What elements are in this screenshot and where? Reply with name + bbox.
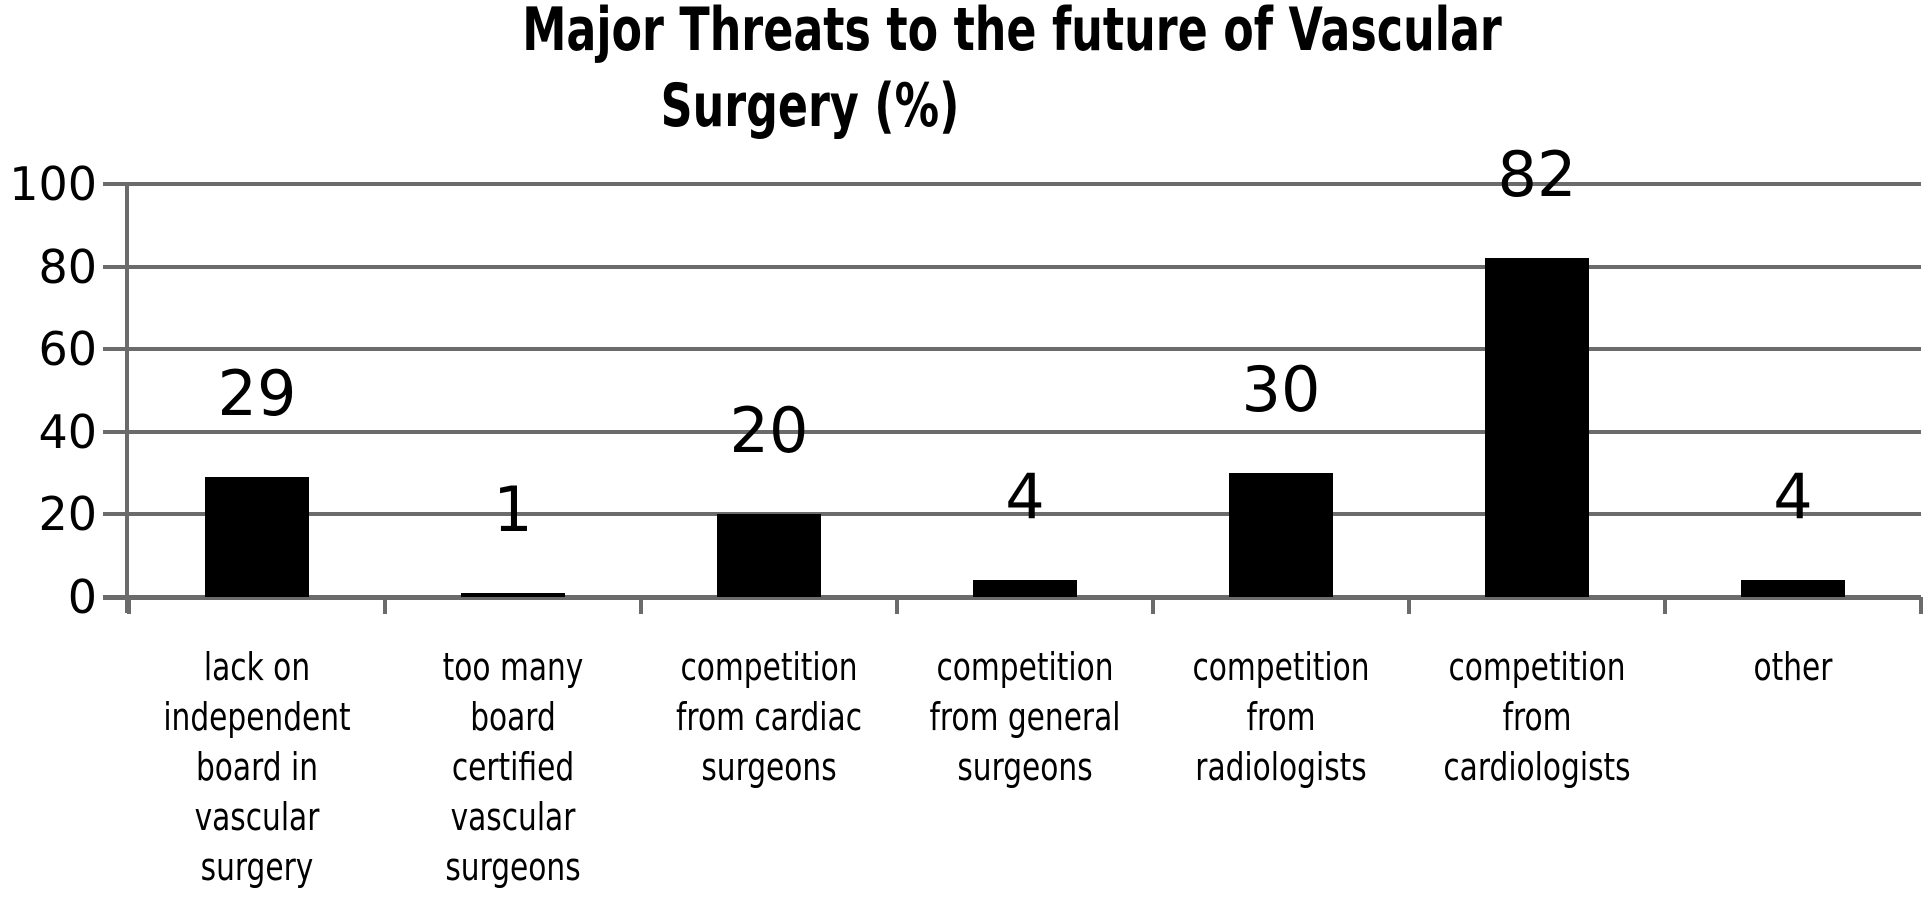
x-axis-tick [1407,597,1411,614]
y-axis-tick-label: 80 [38,239,97,294]
y-axis-line [125,184,129,613]
bar [1485,258,1589,597]
bar-value-label: 4 [1773,460,1813,534]
bar-value-label: 4 [1005,460,1045,534]
x-axis-category-label: competition from general surgeons [929,645,1121,789]
x-axis-category-label: competition from radiologists [1192,645,1370,789]
x-axis-category-label: competition from cardiologists [1443,645,1631,789]
bar-value-label: 29 [217,357,297,431]
gridline-60 [103,347,1921,352]
x-axis-category-label: lack on independent board in vascular su… [163,645,351,889]
gridline-0 [103,595,1921,600]
gridline-20 [103,512,1921,517]
x-axis-tick [1663,597,1667,614]
bar [205,477,309,597]
x-axis-tick [639,597,643,614]
chart-title-line-1: Major Threats to the future of Vascular [522,0,1502,65]
x-axis-tick [1151,597,1155,614]
chart-title-line-2: Surgery (%) [660,71,960,141]
gridline-80 [103,264,1921,269]
x-axis-category-label: competition from cardiac surgeons [675,645,863,789]
bar-value-label: 30 [1241,353,1321,427]
bar-value-label: 1 [493,472,533,546]
y-axis-tick-label: 100 [9,157,97,211]
x-axis-tick [127,597,131,614]
bar [1229,473,1333,597]
bar [1741,580,1845,597]
y-axis-tick-label: 60 [38,322,97,377]
y-axis-tick-label: 0 [67,570,97,624]
x-axis-tick [1919,597,1923,614]
bar-value-label: 82 [1497,138,1577,212]
y-axis-tick-label: 20 [38,487,97,542]
x-axis-category-label: too many board certified vascular surgeo… [442,645,584,889]
y-axis-tick-label: 40 [38,404,97,459]
bar [973,580,1077,597]
x-axis-tick [383,597,387,614]
x-axis-tick [895,597,899,614]
bar [461,592,565,597]
gridline-40 [103,429,1921,434]
bar [717,514,821,597]
bar-value-label: 20 [729,394,809,468]
x-axis-category-label: other [1753,645,1833,689]
gridline-100 [103,182,1921,186]
